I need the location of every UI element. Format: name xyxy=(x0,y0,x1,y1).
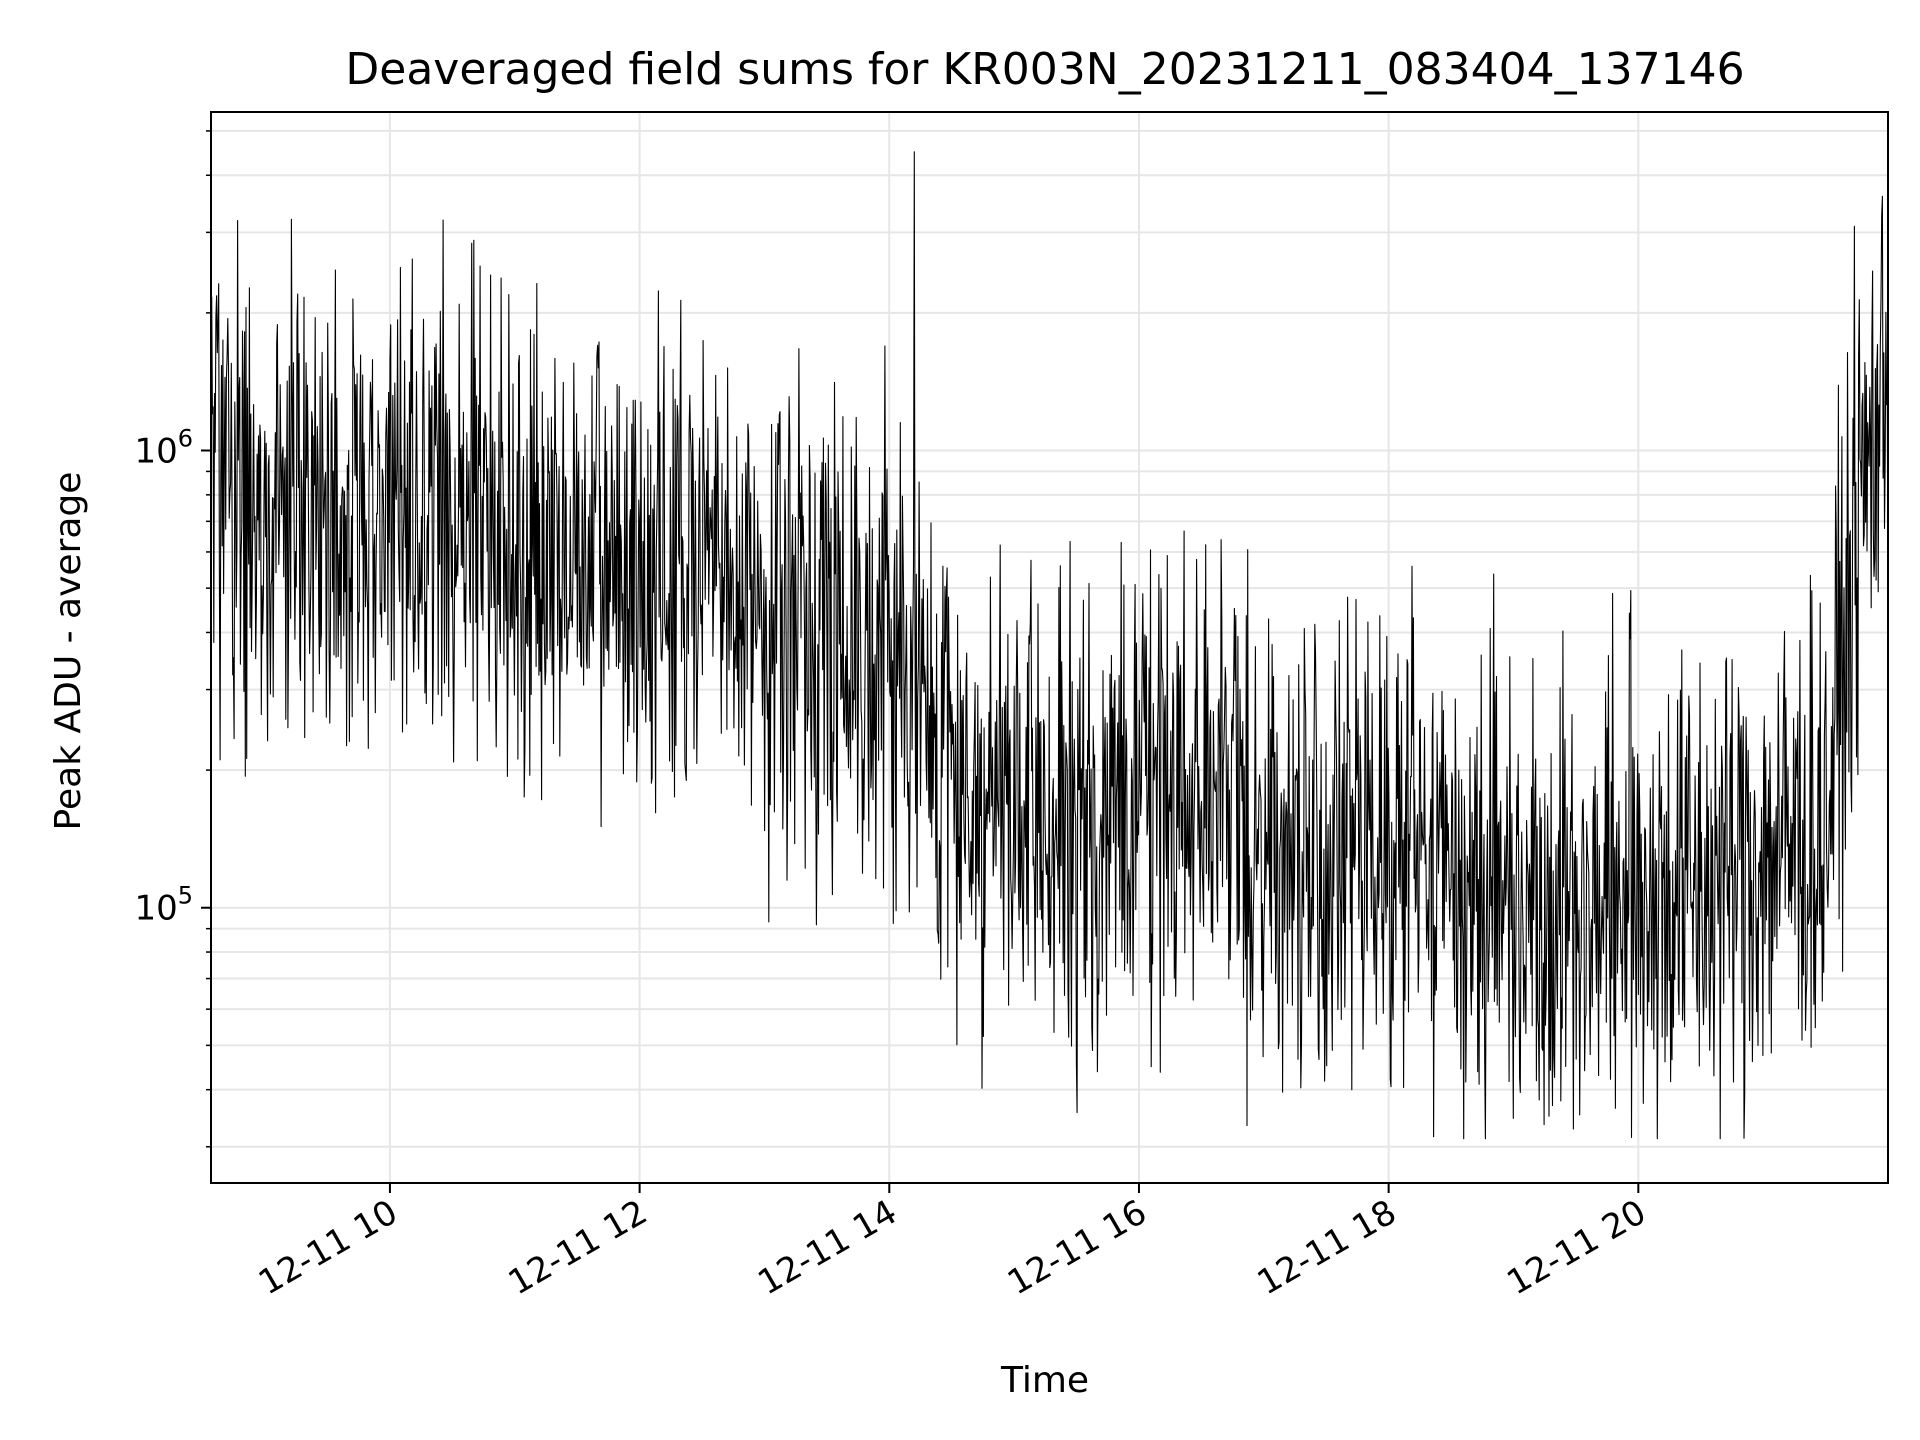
y-tick-label: 105 xyxy=(134,882,193,929)
x-axis-title: Time xyxy=(1000,1360,1089,1401)
y-tick-exponent: 5 xyxy=(178,882,193,910)
chart-title: Deaveraged field sums for KR003N_2023121… xyxy=(345,44,1744,95)
y-axis-title: Peak ADU - average xyxy=(48,472,89,831)
y-tick-base: 10 xyxy=(134,889,177,929)
y-tick-label: 106 xyxy=(134,425,193,472)
y-tick-base: 10 xyxy=(134,432,177,472)
axes-frame xyxy=(210,111,1889,1184)
y-minor-gridlines xyxy=(211,129,1888,1148)
data-series-line xyxy=(210,151,1889,1140)
data-line-group xyxy=(210,151,1889,1140)
y-tick-exponent: 6 xyxy=(178,425,193,453)
